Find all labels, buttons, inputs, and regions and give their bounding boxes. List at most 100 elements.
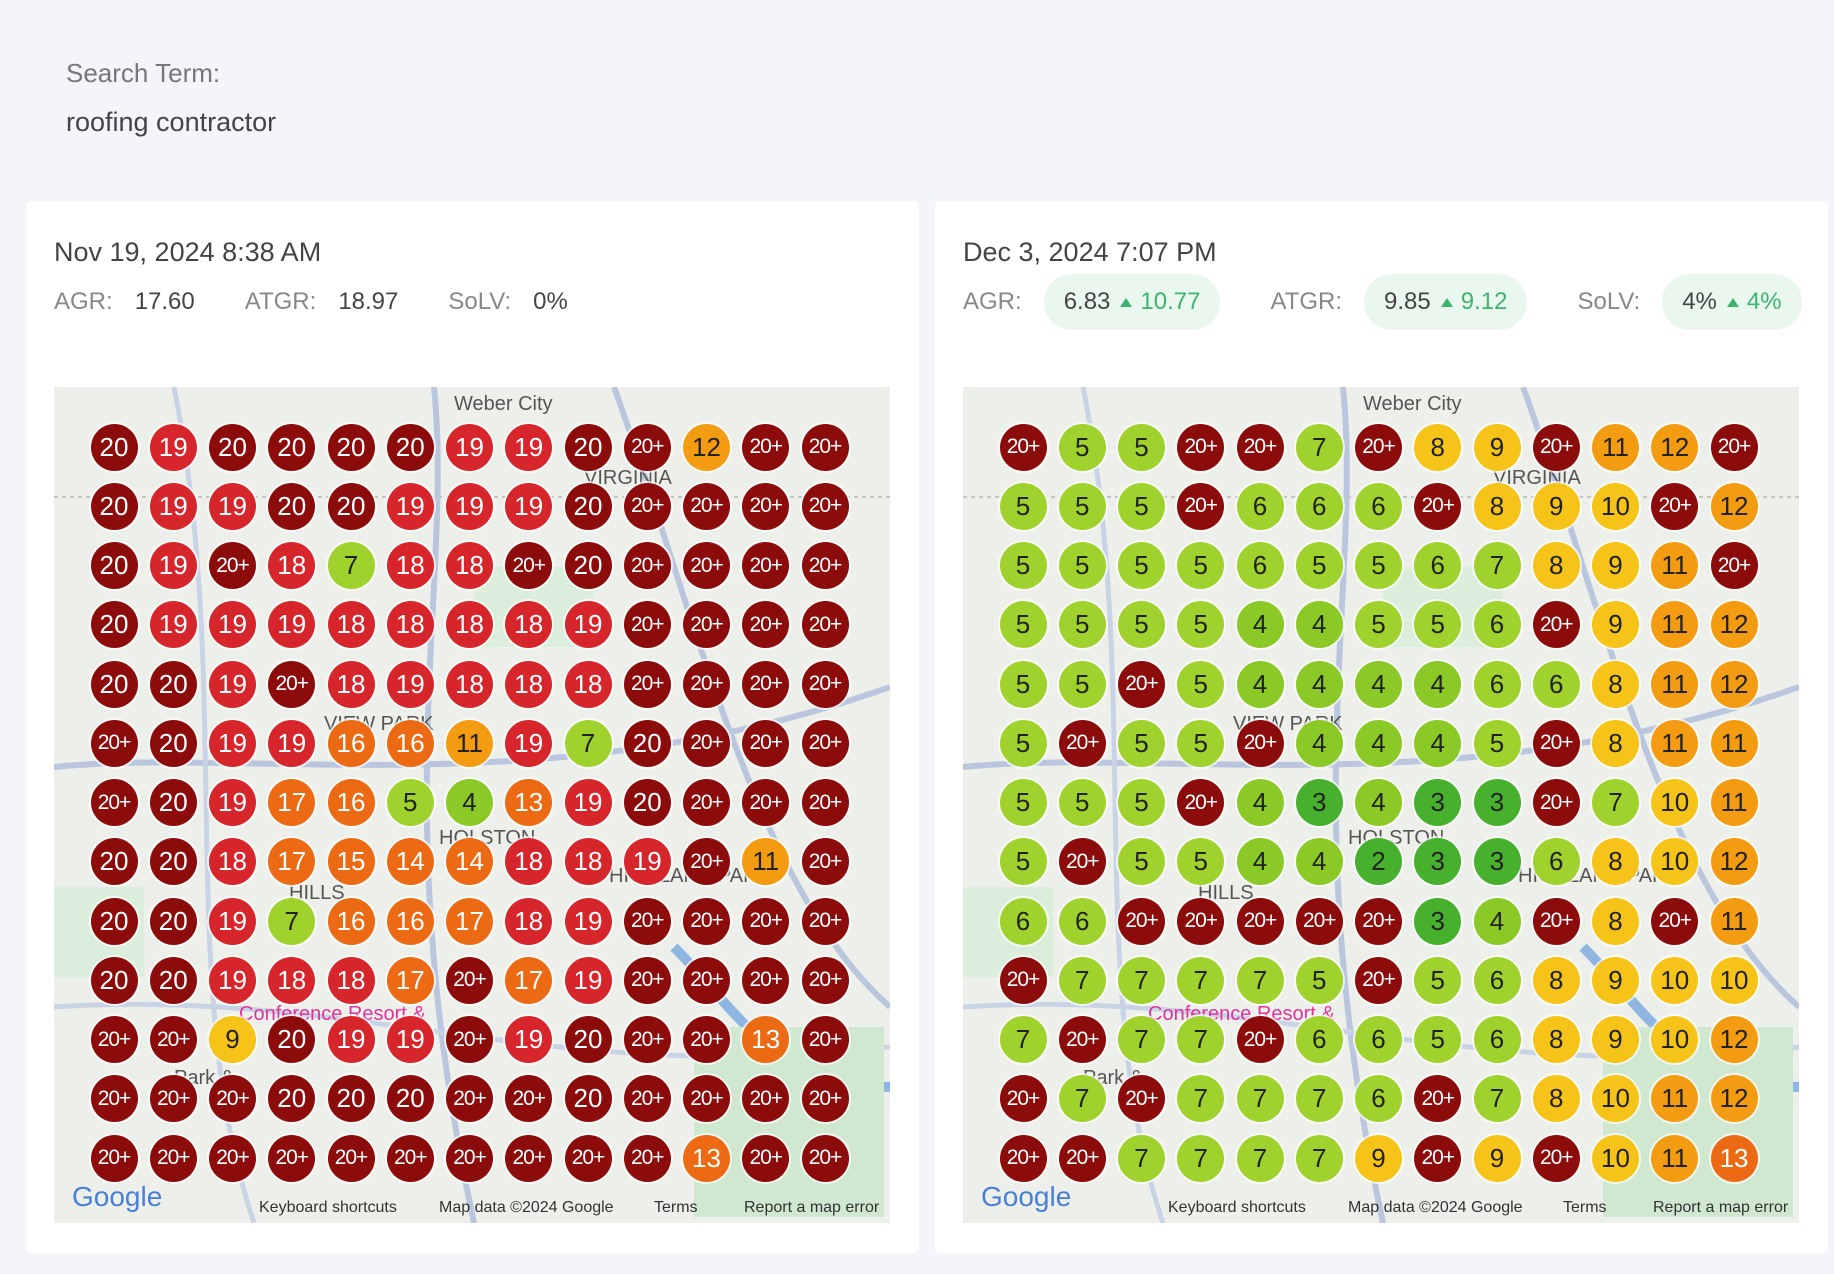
rank-pin[interactable]: 3: [1414, 779, 1462, 826]
rank-pin[interactable]: 20: [564, 1016, 612, 1063]
rank-pin[interactable]: 5: [386, 779, 434, 826]
rank-pin[interactable]: 20+: [1532, 1134, 1580, 1182]
rank-pin[interactable]: 7: [1236, 956, 1284, 1004]
rank-pin[interactable]: 7: [1118, 1134, 1165, 1182]
rank-pin[interactable]: 20+: [801, 897, 849, 945]
rank-pin[interactable]: 19: [564, 601, 612, 649]
rank-pin[interactable]: 20+: [386, 1134, 434, 1182]
rank-pin[interactable]: 4: [1295, 719, 1343, 767]
rank-pin[interactable]: 20+: [683, 838, 730, 886]
rank-pin[interactable]: 20+: [90, 1075, 138, 1123]
rank-pin[interactable]: 6: [1355, 482, 1402, 530]
rank-pin[interactable]: 5: [999, 719, 1047, 767]
rank-pin[interactable]: 20+: [801, 542, 849, 589]
rank-pin[interactable]: 9: [1355, 1134, 1402, 1182]
rank-pin[interactable]: 19: [209, 660, 256, 708]
rank-pin[interactable]: 20+: [742, 779, 790, 826]
rank-pin[interactable]: 8: [1473, 482, 1521, 530]
rank-pin[interactable]: 5: [1414, 956, 1462, 1004]
rank-pin[interactable]: 4: [1295, 838, 1343, 886]
rank-pin[interactable]: 11: [1710, 779, 1758, 826]
rank-pin[interactable]: 5: [1118, 542, 1165, 589]
rank-pin[interactable]: 5: [1058, 423, 1106, 471]
rank-pin[interactable]: 5: [1118, 601, 1165, 649]
rank-pin[interactable]: 4: [1355, 779, 1402, 826]
rank-pin[interactable]: 7: [1236, 1134, 1284, 1182]
rank-pin[interactable]: 20+: [683, 956, 730, 1004]
rank-pin[interactable]: 20+: [268, 660, 316, 708]
rank-pin[interactable]: 7: [1058, 1075, 1106, 1123]
rank-pin[interactable]: 5: [1118, 719, 1165, 767]
rank-pin[interactable]: 5: [1058, 779, 1106, 826]
rank-pin[interactable]: 17: [505, 956, 553, 1004]
rank-pin[interactable]: 13: [683, 1134, 730, 1182]
rank-pin[interactable]: 19: [149, 542, 197, 589]
rank-pin[interactable]: 19: [209, 601, 256, 649]
rank-pin[interactable]: 3: [1414, 838, 1462, 886]
rank-pin[interactable]: 5: [1177, 838, 1225, 886]
rank-pin[interactable]: 20+: [1651, 897, 1699, 945]
rank-pin[interactable]: 20+: [683, 482, 730, 530]
rank-pin[interactable]: 20: [90, 660, 138, 708]
rank-pin[interactable]: 20+: [564, 1134, 612, 1182]
rank-pin[interactable]: 20+: [1177, 897, 1225, 945]
rank-pin[interactable]: 20+: [623, 956, 671, 1004]
rank-pin[interactable]: 5: [1295, 542, 1343, 589]
rank-pin[interactable]: 10: [1651, 1016, 1699, 1063]
rank-pin[interactable]: 7: [999, 1016, 1047, 1063]
rank-pin[interactable]: 20+: [1355, 897, 1402, 945]
rank-pin[interactable]: 18: [564, 838, 612, 886]
rank-pin[interactable]: 5: [1177, 542, 1225, 589]
rank-pin[interactable]: 5: [999, 601, 1047, 649]
rank-pin[interactable]: 12: [1651, 423, 1699, 471]
rank-pin[interactable]: 5: [999, 779, 1047, 826]
rank-pin[interactable]: 19: [149, 482, 197, 530]
rank-pin[interactable]: 9: [209, 1016, 256, 1063]
rank-pin[interactable]: 16: [386, 897, 434, 945]
rank-pin[interactable]: 20+: [1414, 482, 1462, 530]
rank-pin[interactable]: 19: [209, 897, 256, 945]
rank-pin[interactable]: 20+: [683, 897, 730, 945]
rank-pin[interactable]: 3: [1473, 779, 1521, 826]
rank-pin[interactable]: 20+: [623, 1016, 671, 1063]
rank-pin[interactable]: 18: [505, 897, 553, 945]
rank-pin[interactable]: 18: [386, 601, 434, 649]
rank-pin[interactable]: 20+: [742, 956, 790, 1004]
rank-pin[interactable]: 20+: [90, 779, 138, 826]
rank-pin[interactable]: 20: [564, 542, 612, 589]
rank-pin[interactable]: 12: [683, 423, 730, 471]
rank-pin[interactable]: 5: [1058, 542, 1106, 589]
rank-pin[interactable]: 20+: [801, 779, 849, 826]
rank-pin[interactable]: 3: [1473, 838, 1521, 886]
rank-pin[interactable]: 20: [564, 1075, 612, 1123]
rank-pin[interactable]: 20: [327, 482, 375, 530]
rank-pin[interactable]: 9: [1473, 423, 1521, 471]
rank-pin[interactable]: 11: [742, 838, 790, 886]
rank-pin[interactable]: 20+: [505, 1075, 553, 1123]
rank-pin[interactable]: 20: [90, 542, 138, 589]
rank-pin[interactable]: 20+: [446, 1016, 493, 1063]
rank-pin[interactable]: 19: [564, 956, 612, 1004]
rank-pin[interactable]: 20+: [623, 1134, 671, 1182]
rank-pin[interactable]: 20+: [999, 956, 1047, 1004]
rank-pin[interactable]: 8: [1532, 1016, 1580, 1063]
rank-pin[interactable]: 20+: [1414, 1075, 1462, 1123]
rank-pin[interactable]: 20+: [1118, 897, 1165, 945]
rank-pin[interactable]: 18: [386, 542, 434, 589]
rank-pin[interactable]: 20+: [1295, 897, 1343, 945]
rank-pin[interactable]: 4: [1236, 838, 1284, 886]
rank-pin[interactable]: 10: [1592, 1075, 1639, 1123]
rank-pin[interactable]: 19: [327, 1016, 375, 1063]
rank-pin[interactable]: 17: [446, 897, 493, 945]
rank-pin[interactable]: 19: [209, 482, 256, 530]
rank-pin[interactable]: 17: [268, 838, 316, 886]
rank-pin[interactable]: 6: [1295, 482, 1343, 530]
rank-pin[interactable]: 19: [386, 482, 434, 530]
rank-pin[interactable]: 20+: [209, 1134, 256, 1182]
rank-pin[interactable]: 19: [505, 482, 553, 530]
rank-pin[interactable]: 20+: [90, 1016, 138, 1063]
rank-pin[interactable]: 20: [386, 1075, 434, 1123]
rank-pin[interactable]: 8: [1592, 660, 1639, 708]
rank-pin[interactable]: 20+: [742, 719, 790, 767]
rank-pin[interactable]: 6: [1355, 1075, 1402, 1123]
